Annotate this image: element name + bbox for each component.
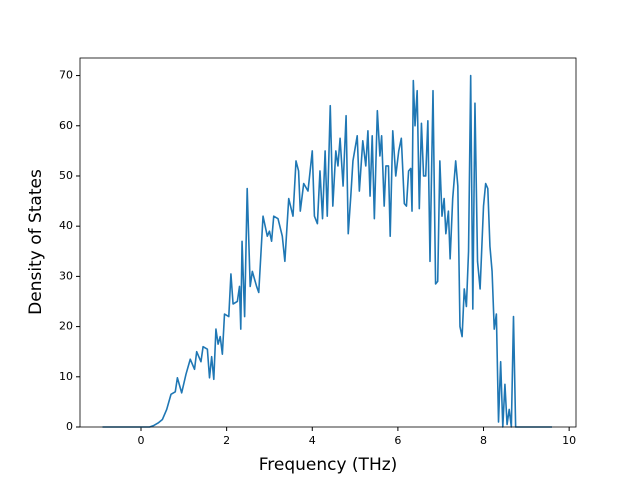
y-tick-label: 30 xyxy=(59,269,73,282)
x-tick-label: 0 xyxy=(138,434,145,447)
x-axis-title: Frequency (THz) xyxy=(259,455,398,475)
y-tick-label: 10 xyxy=(59,370,73,383)
line xyxy=(102,74,553,428)
y-axis-title: Density of States xyxy=(26,169,46,315)
y-tick-label: 50 xyxy=(59,169,73,182)
y-tick-label: 0 xyxy=(66,420,73,433)
x-tick-label: 8 xyxy=(480,434,487,447)
x-tick-label: 6 xyxy=(394,434,401,447)
x-tick-label: 2 xyxy=(223,434,230,447)
plot-frame xyxy=(79,57,577,428)
x-tick-label: 4 xyxy=(309,434,316,447)
y-tick-label: 20 xyxy=(59,320,73,333)
y-tick-label: 40 xyxy=(59,219,73,232)
y-tick-label: 70 xyxy=(59,69,73,82)
x-tick-label: 10 xyxy=(562,434,576,447)
y-tick-label: 60 xyxy=(59,119,73,132)
